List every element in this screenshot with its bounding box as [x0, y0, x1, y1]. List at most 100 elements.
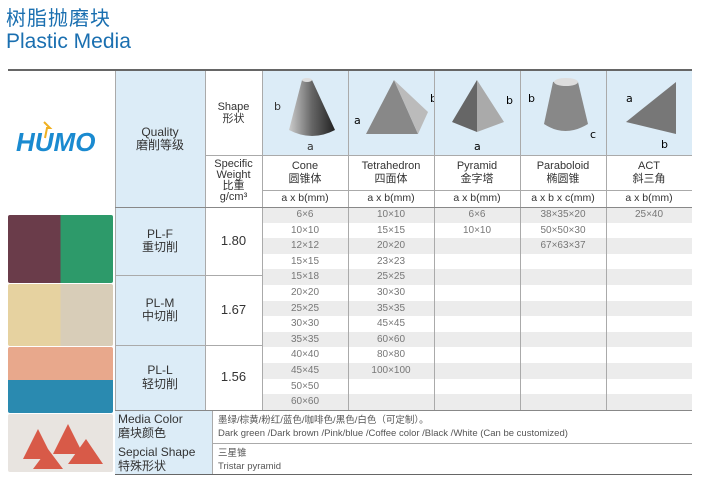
svg-text:a: a	[626, 92, 633, 105]
table-row: 45×45 100×100	[262, 363, 692, 379]
shape-name-act: ACT 斜三角	[606, 155, 692, 190]
svg-text:b: b	[430, 92, 434, 105]
shape-cn: 四面体	[374, 172, 408, 185]
shape-cn: 圆锥体	[288, 172, 322, 185]
cone-icon: ba	[274, 78, 335, 153]
svg-text:HUMO: HUMO	[16, 127, 95, 157]
media-color-value: 墨绿/棕黄/粉红/蓝色/咖啡色/黑色/白色（可定制）。 Dark green /D…	[218, 414, 568, 440]
table-row: 25×25 35×35	[262, 300, 692, 317]
size-cell: 30×30	[290, 318, 320, 330]
size-cell: 15×15	[290, 255, 320, 267]
act-icon: ab	[626, 82, 676, 151]
size-cell: 6×6	[296, 209, 314, 220]
size-cell: 10×10	[290, 224, 320, 236]
grade-en: PL-L	[147, 363, 173, 378]
size-cell: 50×50×30	[540, 224, 586, 236]
quality-cn: 磨削等级	[135, 138, 184, 152]
size-cell: 35×35	[290, 333, 320, 345]
table-row: 50×50	[262, 379, 692, 395]
shape-en: ACT	[638, 160, 660, 173]
table-row: 12×12 20×20 67×63×37	[262, 238, 692, 254]
size-cell: 45×45	[290, 365, 320, 376]
value-en: Tristar pyramid	[218, 461, 281, 472]
size-cell: 80×80	[376, 349, 406, 361]
svg-text:b: b	[661, 138, 668, 151]
sw-unit: g/cm³	[219, 191, 248, 203]
svg-text:b: b	[528, 92, 535, 105]
media-photo-pink-blue	[8, 347, 113, 413]
pyramid-icon: ba	[452, 80, 513, 153]
sw-cn: 比重	[222, 180, 245, 192]
shape-name-tetrahedron: Tetrahedron 四面体	[348, 155, 434, 190]
grade-pl-l: PL-L 轻切削	[115, 345, 205, 410]
table-row: 20×20 30×30	[262, 285, 692, 301]
label-cn: 特殊形状	[118, 459, 167, 473]
shape-en: Pyramid	[456, 160, 498, 173]
grade-en: PL-F	[146, 226, 173, 241]
size-cell: 6×6	[468, 209, 486, 220]
size-cell: 15×18	[290, 271, 320, 283]
paraboloid-icon: cb	[528, 78, 596, 141]
size-cell: 12×12	[290, 240, 320, 252]
grade-pl-f: PL-F 重切削	[115, 207, 205, 275]
label-en: Media Color	[118, 412, 183, 426]
size-cell: 30×30	[376, 287, 406, 298]
svg-text:a: a	[474, 140, 481, 153]
shape-en: Shape	[217, 100, 250, 113]
table-row: 15×15 23×23	[262, 254, 692, 270]
shape-en: Tetrahedron	[361, 160, 421, 173]
size-cell: 60×60	[376, 333, 406, 345]
size-cell: 10×10	[462, 224, 492, 236]
shape-header: Shape 形状	[205, 71, 262, 155]
media-color-label: Media Color 磨块颜色	[118, 412, 183, 440]
special-shape-value: 三星锥 Tristar pyramid	[218, 447, 281, 473]
svg-text:b: b	[506, 94, 513, 107]
size-cell: 67×63×37	[540, 240, 586, 252]
label-en: Sepcial Shape	[118, 445, 196, 459]
grade-cn: 重切削	[141, 240, 178, 254]
size-cell: 25×40	[634, 209, 664, 220]
size-cell: 38×35×20	[540, 209, 586, 220]
sw-pl-f: 1.80	[220, 232, 247, 248]
shape-name-cone: Cone 圆锥体	[262, 155, 348, 190]
svg-text:c: c	[590, 128, 596, 141]
grade-cn: 轻切削	[141, 376, 178, 391]
size-cell: 20×20	[376, 240, 406, 252]
title-cn: 树脂抛磨块	[6, 6, 111, 30]
shape-cn: 斜三角	[632, 172, 666, 185]
media-photo-beige	[8, 284, 113, 346]
media-photo-tristar	[8, 414, 113, 472]
size-cell: 40×40	[290, 349, 320, 361]
humo-logo: HUMO	[14, 118, 109, 158]
shape-en: Cone	[291, 160, 319, 173]
special-shape-label: Sepcial Shape 特殊形状	[118, 445, 195, 473]
shape-dim-header: a x b(mm)	[453, 191, 501, 204]
table-row: 40×40 80×80	[262, 347, 692, 363]
size-cell: 25×25	[290, 302, 320, 314]
shape-dim-header: a x b(mm)	[367, 191, 415, 204]
sw-pl-l: 1.56	[220, 369, 247, 385]
shape-cn: 椭圆锥	[546, 172, 580, 185]
size-cell: 35×35	[376, 302, 406, 314]
shape-cn: 金字塔	[460, 172, 494, 185]
size-cell: 25×25	[376, 271, 406, 283]
table-row: 6×6 10×10 6×6 38×35×20 25×40	[262, 207, 692, 223]
media-photo-dark	[8, 215, 113, 283]
size-cell: 10×10	[376, 209, 406, 220]
shape-dim-header: a x b(mm)	[625, 191, 673, 204]
table-row: 60×60	[262, 394, 692, 410]
sw-en1: Specific	[214, 158, 253, 170]
value-cn: 墨绿/棕黄/粉红/蓝色/咖啡色/黑色/白色（可定制）。	[218, 415, 429, 426]
sw-en2: Weight	[216, 169, 251, 181]
specific-weight-header: Specific Weight 比重 g/cm³	[205, 155, 262, 207]
tetrahedron-icon: ab	[354, 80, 434, 134]
title-en: Plastic Media	[6, 30, 131, 53]
value-cn: 三星锥	[218, 448, 247, 459]
svg-text:a: a	[307, 140, 314, 153]
grade-en: PL-M	[145, 295, 175, 310]
svg-text:a: a	[354, 114, 361, 127]
grade-cn: 中切削	[141, 309, 178, 323]
size-cell: 20×20	[290, 287, 320, 298]
shape-cn: 形状	[222, 113, 245, 125]
table-row: 10×10 15×15 10×10 50×50×30	[262, 223, 692, 239]
